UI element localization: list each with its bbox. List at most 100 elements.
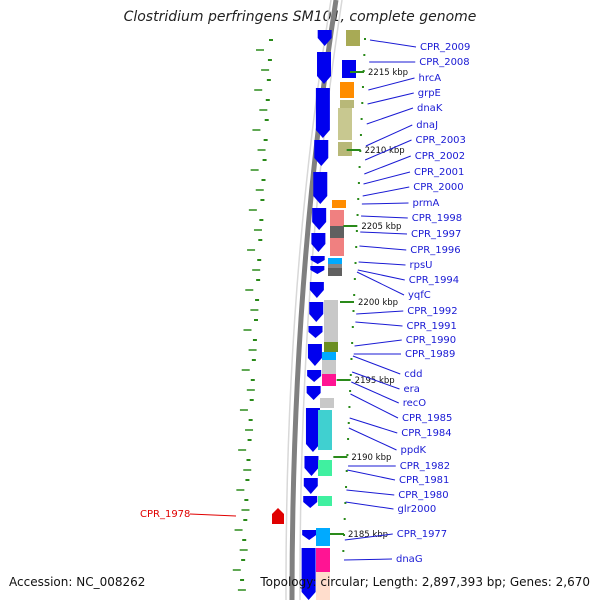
forward-gene-arrow[interactable] <box>312 208 327 230</box>
highlighted-gene-marker[interactable] <box>272 508 284 524</box>
gene-leader-line <box>347 469 396 481</box>
cog-category-block[interactable] <box>320 398 334 408</box>
cog-category-block[interactable] <box>328 264 342 270</box>
gene-label-cpr_1997[interactable]: CPR_1997 <box>411 229 461 240</box>
cog-category-block[interactable] <box>316 528 330 546</box>
feature-tick <box>361 86 364 88</box>
forward-gene-arrow[interactable] <box>304 456 319 476</box>
forward-gene-arrow[interactable] <box>301 548 316 600</box>
gene-label-dnag[interactable]: dnaG <box>396 554 423 565</box>
gene-label-dnak[interactable]: dnaK <box>417 103 443 114</box>
cog-category-block[interactable] <box>318 460 332 476</box>
cog-category-block[interactable] <box>318 410 332 450</box>
gene-label-cpr_1989[interactable]: CPR_1989 <box>405 349 455 360</box>
gene-label-cpr_2003[interactable]: CPR_2003 <box>416 135 466 146</box>
feature-tick <box>363 54 366 56</box>
cog-category-block[interactable] <box>332 200 346 208</box>
gene-leader-line <box>356 310 404 315</box>
gene-label-era[interactable]: era <box>404 384 420 395</box>
forward-gene-arrow[interactable] <box>310 266 325 274</box>
gene-label-reco[interactable]: recO <box>403 398 427 409</box>
gene-label-prma[interactable]: prmA <box>413 198 440 209</box>
gene-label-cpr_1991[interactable]: CPR_1991 <box>407 321 457 332</box>
feature-tick <box>355 246 358 248</box>
gene-label-cpr_1977[interactable]: CPR_1977 <box>397 529 447 540</box>
gene-label-cpr_1985[interactable]: CPR_1985 <box>402 413 452 424</box>
forward-gene-arrow[interactable] <box>307 370 322 382</box>
forward-gene-arrow[interactable] <box>314 140 329 166</box>
gene-label-cpr_1996[interactable]: CPR_1996 <box>410 245 460 256</box>
gene-label-dnaj[interactable]: dnaJ <box>416 120 438 131</box>
forward-gene-arrow[interactable] <box>308 326 323 338</box>
forward-gene-arrow[interactable] <box>303 496 318 508</box>
gene-label-cpr_1994[interactable]: CPR_1994 <box>409 275 459 286</box>
forward-gene-arrow[interactable] <box>306 386 321 400</box>
gene-label-cpr_2009[interactable]: CPR_2009 <box>420 42 470 53</box>
genome-backbone-inner <box>285 0 332 600</box>
gene-label-glr2000[interactable]: glr2000 <box>398 504 437 515</box>
gene-label-cpr_1980[interactable]: CPR_1980 <box>398 490 448 501</box>
cog-category-block[interactable] <box>338 142 352 156</box>
gene-label-cpr_1982[interactable]: CPR_1982 <box>400 461 450 472</box>
forward-gene-arrow[interactable] <box>317 52 332 84</box>
feature-tick <box>351 326 354 328</box>
gene-label-cpr_2000[interactable]: CPR_2000 <box>413 182 463 193</box>
cog-category-block[interactable] <box>318 496 332 506</box>
gene-label-cpr_1998[interactable]: CPR_1998 <box>412 213 462 224</box>
gene-label-cpr_1990[interactable]: CPR_1990 <box>406 335 456 346</box>
feature-tick <box>360 118 363 120</box>
gene-leader-line <box>365 124 413 147</box>
forward-gene-arrow[interactable] <box>317 30 332 46</box>
feature-tick <box>348 406 351 408</box>
forward-gene-arrow[interactable] <box>310 256 325 264</box>
forward-gene-arrow[interactable] <box>302 530 317 540</box>
cog-category-block[interactable] <box>316 572 330 600</box>
cog-category-block[interactable] <box>322 352 336 360</box>
gene-label-cdd[interactable]: cdd <box>404 369 422 380</box>
cog-category-block[interactable] <box>324 342 338 352</box>
gene-label-rpsu[interactable]: rpsU <box>410 260 433 271</box>
feature-tick <box>354 262 357 264</box>
gene-label-cpr_1992[interactable]: CPR_1992 <box>407 306 457 317</box>
cog-category-block[interactable] <box>338 108 352 140</box>
cog-category-block[interactable] <box>346 30 360 46</box>
cog-category-block[interactable] <box>330 238 344 256</box>
gene-leader-line <box>361 202 409 205</box>
cog-category-block[interactable] <box>340 100 354 108</box>
cog-category-block[interactable] <box>340 82 354 98</box>
gene-label-ppdk[interactable]: ppdK <box>401 445 427 456</box>
forward-gene-arrow[interactable] <box>303 478 318 494</box>
gene-label-cpr_2001[interactable]: CPR_2001 <box>414 167 464 178</box>
cog-category-block[interactable] <box>330 226 344 238</box>
cog-category-block[interactable] <box>324 300 338 342</box>
forward-gene-arrow[interactable] <box>307 344 322 366</box>
gene-label-cpr_1984[interactable]: CPR_1984 <box>401 428 451 439</box>
cog-category-block[interactable] <box>328 258 342 264</box>
gene-leader-line <box>361 215 408 219</box>
feature-tick <box>357 198 360 200</box>
cog-category-block[interactable] <box>322 374 336 386</box>
highlighted-gene-label[interactable]: CPR_1978 <box>140 509 190 520</box>
cog-category-block[interactable] <box>328 268 342 276</box>
cog-category-block[interactable] <box>342 60 356 78</box>
feature-tick <box>347 438 350 440</box>
gene-label-cpr_2002[interactable]: CPR_2002 <box>415 151 465 162</box>
gene-label-cpr_1981[interactable]: CPR_1981 <box>399 475 449 486</box>
feature-tick <box>353 294 356 296</box>
cog-category-block[interactable] <box>322 360 336 374</box>
cog-category-block[interactable] <box>316 548 330 572</box>
cog-category-block[interactable] <box>330 210 344 226</box>
forward-gene-arrow[interactable] <box>311 233 326 252</box>
gene-label-cpr_2008[interactable]: CPR_2008 <box>419 57 469 68</box>
feature-tick <box>351 342 354 344</box>
forward-gene-arrow[interactable] <box>315 88 330 138</box>
gene-label-grpe[interactable]: grpE <box>418 88 441 99</box>
forward-gene-arrow[interactable] <box>305 408 320 452</box>
forward-gene-arrow[interactable] <box>313 172 328 204</box>
forward-gene-arrow[interactable] <box>309 302 324 322</box>
kbp-label: 2215 kbp <box>368 68 408 78</box>
forward-gene-arrow[interactable] <box>309 282 324 298</box>
gene-label-hrca[interactable]: hrcA <box>419 73 442 84</box>
gene-label-yqfc[interactable]: yqfC <box>408 290 431 301</box>
